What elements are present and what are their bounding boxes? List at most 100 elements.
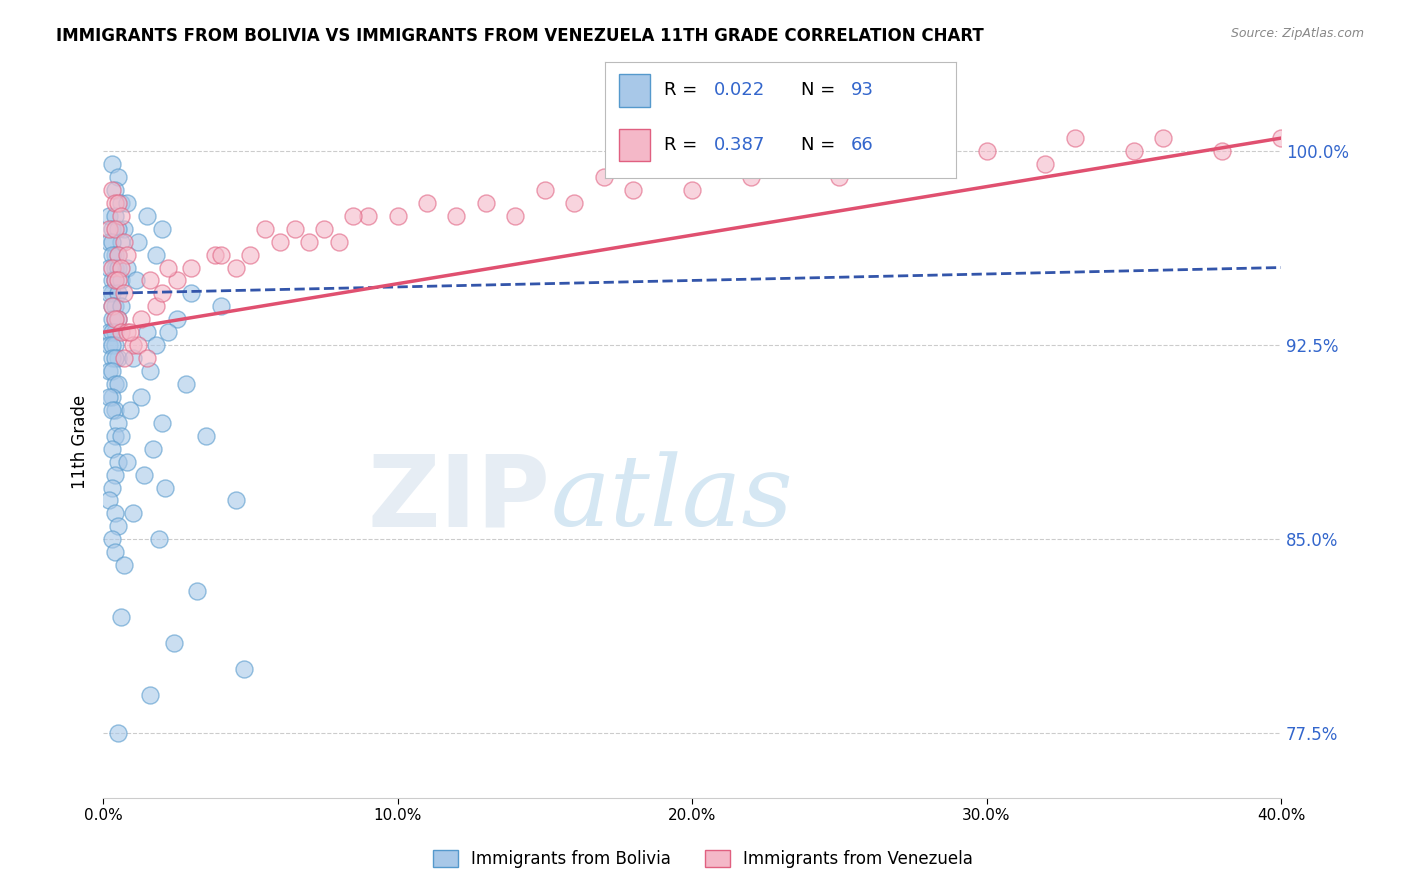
Point xyxy=(101,325,124,339)
Text: N =: N = xyxy=(801,136,841,153)
Point xyxy=(342,209,364,223)
Point xyxy=(101,235,124,249)
Point xyxy=(101,260,124,275)
Point xyxy=(115,260,138,275)
Text: 66: 66 xyxy=(851,136,873,153)
Point xyxy=(121,507,143,521)
Point xyxy=(112,235,135,249)
Point xyxy=(107,519,129,533)
Point xyxy=(233,662,256,676)
Y-axis label: 11th Grade: 11th Grade xyxy=(72,395,89,490)
Text: R =: R = xyxy=(665,136,703,153)
Point xyxy=(110,610,132,624)
Point xyxy=(1063,131,1085,145)
Point xyxy=(107,260,129,275)
Point xyxy=(145,247,167,261)
Point xyxy=(186,584,208,599)
Point xyxy=(107,247,129,261)
Point xyxy=(115,247,138,261)
Point xyxy=(562,195,585,210)
Point xyxy=(107,312,129,326)
Point xyxy=(101,390,124,404)
Point xyxy=(357,209,380,223)
Point xyxy=(136,325,159,339)
Point xyxy=(98,493,121,508)
Point xyxy=(98,364,121,378)
Point xyxy=(115,195,138,210)
Point xyxy=(145,299,167,313)
Point xyxy=(328,235,350,249)
Point xyxy=(150,286,173,301)
Point xyxy=(225,260,247,275)
Point xyxy=(976,144,998,158)
Point xyxy=(166,273,188,287)
Point xyxy=(621,183,644,197)
Point xyxy=(112,221,135,235)
Point xyxy=(101,364,124,378)
Point xyxy=(204,247,226,261)
Point xyxy=(98,235,121,249)
Point xyxy=(104,467,127,482)
Point xyxy=(110,428,132,442)
Point xyxy=(1035,157,1057,171)
Legend: Immigrants from Bolivia, Immigrants from Venezuela: Immigrants from Bolivia, Immigrants from… xyxy=(426,843,980,875)
Point xyxy=(107,416,129,430)
Point xyxy=(101,183,124,197)
Point xyxy=(112,351,135,365)
Text: ZIP: ZIP xyxy=(368,450,551,548)
Point xyxy=(740,169,762,184)
Text: Source: ZipAtlas.com: Source: ZipAtlas.com xyxy=(1230,27,1364,40)
Point xyxy=(104,428,127,442)
Point xyxy=(107,286,129,301)
Point xyxy=(416,195,439,210)
Point xyxy=(150,221,173,235)
Point xyxy=(104,312,127,326)
Point xyxy=(107,351,129,365)
Point xyxy=(533,183,555,197)
Point xyxy=(209,299,232,313)
Point xyxy=(148,533,170,547)
Point xyxy=(110,235,132,249)
FancyBboxPatch shape xyxy=(619,74,650,106)
Point xyxy=(101,442,124,456)
Text: IMMIGRANTS FROM BOLIVIA VS IMMIGRANTS FROM VENEZUELA 11TH GRADE CORRELATION CHAR: IMMIGRANTS FROM BOLIVIA VS IMMIGRANTS FR… xyxy=(56,27,984,45)
Point xyxy=(121,351,143,365)
Point xyxy=(110,273,132,287)
Point xyxy=(166,312,188,326)
Point xyxy=(115,325,138,339)
Point xyxy=(98,390,121,404)
Point xyxy=(101,286,124,301)
Point xyxy=(98,286,121,301)
Point xyxy=(115,455,138,469)
Point xyxy=(104,299,127,313)
Point xyxy=(828,169,851,184)
FancyBboxPatch shape xyxy=(619,128,650,161)
Point xyxy=(107,195,129,210)
Point xyxy=(180,260,202,275)
Point xyxy=(107,455,129,469)
Point xyxy=(153,481,176,495)
Point xyxy=(387,209,409,223)
Point xyxy=(156,325,179,339)
Point xyxy=(101,157,124,171)
Point xyxy=(225,493,247,508)
Point xyxy=(112,286,135,301)
Point xyxy=(145,338,167,352)
Point xyxy=(118,402,141,417)
Point xyxy=(107,247,129,261)
Point xyxy=(124,273,146,287)
Point xyxy=(136,209,159,223)
Point xyxy=(139,273,162,287)
Point xyxy=(104,273,127,287)
Point xyxy=(101,338,124,352)
Point xyxy=(254,221,277,235)
Point xyxy=(592,169,614,184)
Point xyxy=(127,338,149,352)
Point xyxy=(107,376,129,391)
Text: R =: R = xyxy=(665,81,703,99)
Point xyxy=(101,533,124,547)
Point xyxy=(239,247,262,261)
Point xyxy=(98,338,121,352)
Point xyxy=(107,221,129,235)
Point xyxy=(101,221,124,235)
